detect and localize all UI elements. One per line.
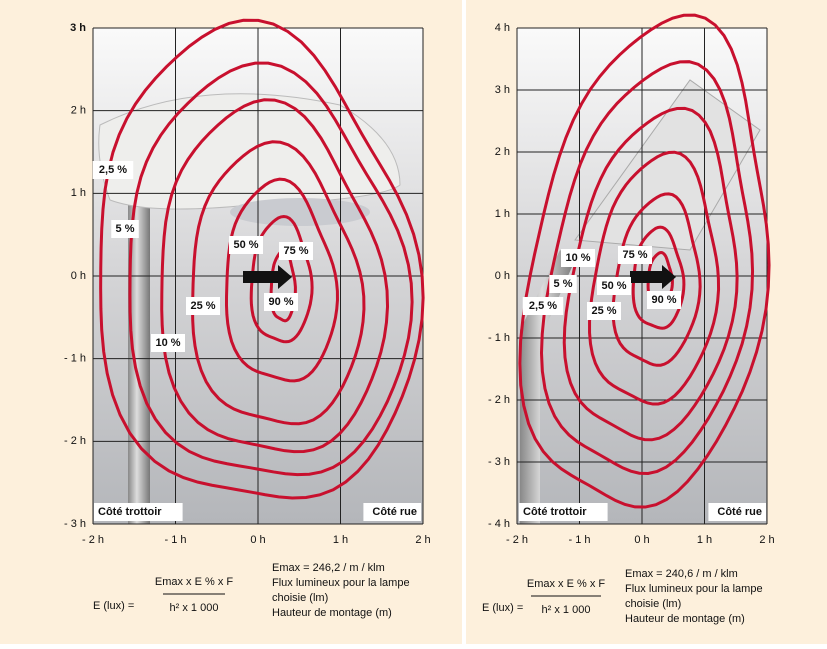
y-tick-label: 1 h	[71, 187, 86, 199]
x-tick-label: 2 h	[759, 534, 774, 546]
x-tick-label: 1 h	[697, 534, 712, 546]
contour-label: 10 %	[155, 337, 180, 349]
figure: 3 h 2 h 1 h 0 h - 1 h - 2 h - 3 h - 2 h - 1 h 0 h…	[0, 0, 827, 644]
contour-label: 2,5 %	[529, 300, 557, 312]
contour-label: 50 %	[233, 239, 258, 251]
x-tick-label: - 2 h	[506, 534, 528, 546]
y-tick-label: - 1 h	[64, 353, 86, 365]
note: Emax = 240,6 / m / klm	[625, 568, 738, 580]
formula-lhs: E (lux) =	[482, 602, 523, 614]
note: choisie (lm)	[625, 598, 681, 610]
y-tick-label: 2 h	[71, 105, 86, 117]
y-tick-label: 2 h	[495, 146, 510, 158]
contour-label: 75 %	[622, 249, 647, 261]
note: Hauteur de montage (m)	[625, 613, 745, 625]
contour-label: 25 %	[591, 305, 616, 317]
separator	[462, 0, 466, 644]
formula-numerator: Emax x E % x F	[155, 576, 234, 588]
contour-label: 5 %	[116, 223, 135, 235]
x-tick-label: 0 h	[250, 534, 265, 546]
y-tick-label: - 3 h	[64, 518, 86, 530]
x-tick-label: 1 h	[333, 534, 348, 546]
lamp-glass	[230, 198, 370, 226]
note: choisie (lm)	[272, 592, 328, 604]
y-tick-label: - 4 h	[488, 518, 510, 530]
x-tick-label: 2 h	[415, 534, 430, 546]
formula-numerator: Emax x E % x F	[527, 578, 606, 590]
side-label: Côté rue	[372, 506, 417, 518]
contour-label: 75 %	[283, 245, 308, 257]
side-label: Côté trottoir	[98, 506, 162, 518]
y-tick-label: 3 h	[495, 84, 510, 96]
x-tick-label: - 1 h	[568, 534, 590, 546]
note: Flux lumineux pour la lampe	[625, 583, 763, 595]
contour-label: 25 %	[190, 300, 215, 312]
note: Hauteur de montage (m)	[272, 607, 392, 619]
contour-label: 50 %	[601, 280, 626, 292]
x-tick-label: 0 h	[634, 534, 649, 546]
x-tick-label: - 2 h	[82, 534, 104, 546]
y-tick-label: 0 h	[71, 270, 86, 282]
y-tick-label: 4 h	[495, 22, 510, 34]
y-tick-label: - 2 h	[64, 435, 86, 447]
y-tick-label: 1 h	[495, 208, 510, 220]
contour-label: 10 %	[565, 252, 590, 264]
note: Emax = 246,2 / m / klm	[272, 562, 385, 574]
contour-label: 5 %	[554, 278, 573, 290]
side-label: Côté rue	[717, 506, 762, 518]
contour-label: 90 %	[651, 294, 676, 306]
y-tick-label: - 3 h	[488, 456, 510, 468]
y-tick-label: 3 h	[70, 22, 86, 34]
contour-label: 90 %	[268, 296, 293, 308]
formula-lhs: E (lux) =	[93, 600, 134, 612]
formula-denominator: h² x 1 000	[542, 604, 591, 616]
note: Flux lumineux pour la lampe	[272, 577, 410, 589]
side-label: Côté trottoir	[523, 506, 587, 518]
contour-label: 2,5 %	[99, 164, 127, 176]
y-tick-label: - 2 h	[488, 394, 510, 406]
page: {"panels": [ {"y_axis_labels": ["3 h", "…	[0, 0, 827, 649]
formula-denominator: h² x 1 000	[170, 602, 219, 614]
y-tick-label: - 1 h	[488, 332, 510, 344]
y-tick-label: 0 h	[495, 270, 510, 282]
x-tick-label: - 1 h	[164, 534, 186, 546]
